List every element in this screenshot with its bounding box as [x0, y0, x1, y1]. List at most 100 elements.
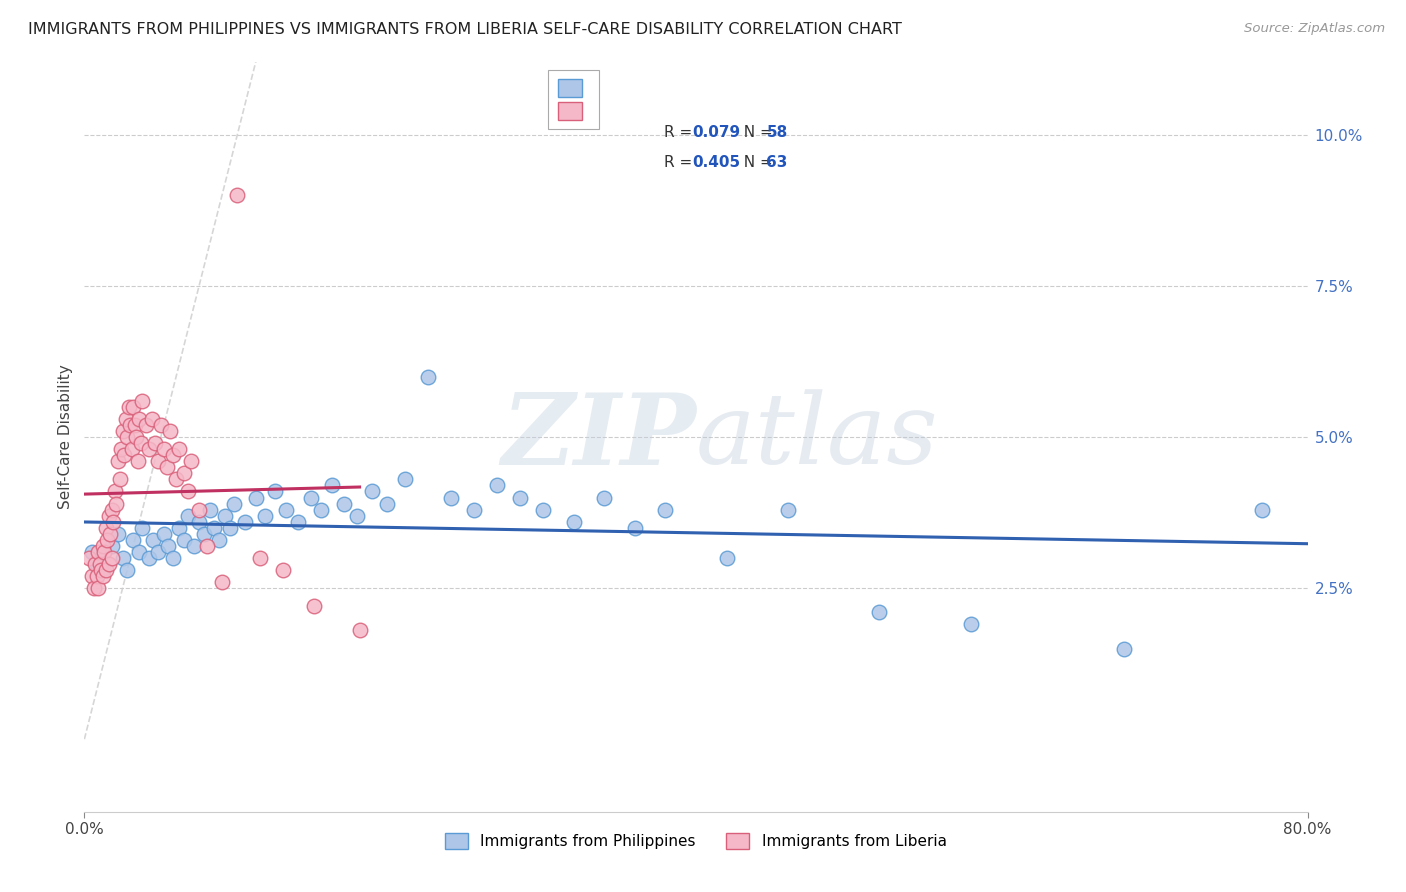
Point — [198, 502, 221, 516]
Point — [138, 550, 160, 565]
Point — [105, 497, 128, 511]
Point — [375, 497, 398, 511]
Point — [463, 502, 485, 516]
Text: IMMIGRANTS FROM PHILIPPINES VS IMMIGRANTS FROM LIBERIA SELF-CARE DISABILITY CORR: IMMIGRANTS FROM PHILIPPINES VS IMMIGRANT… — [28, 22, 903, 37]
Text: R =: R = — [664, 155, 697, 170]
Point — [146, 454, 169, 468]
Point — [103, 515, 125, 529]
Point — [208, 533, 231, 547]
Point — [162, 448, 184, 462]
Point — [349, 624, 371, 638]
Point — [183, 539, 205, 553]
Point — [97, 508, 120, 523]
Point — [253, 508, 276, 523]
Point — [128, 545, 150, 559]
Point — [167, 521, 190, 535]
Point — [86, 557, 108, 571]
Point — [226, 188, 249, 202]
Point — [87, 581, 110, 595]
Point — [346, 508, 368, 523]
Text: N =: N = — [734, 155, 778, 170]
Point — [120, 417, 142, 432]
Text: 0.079: 0.079 — [692, 126, 740, 140]
Point — [159, 424, 181, 438]
Point — [112, 448, 135, 462]
Point — [90, 563, 112, 577]
Point — [211, 575, 233, 590]
Point — [84, 557, 107, 571]
Point — [101, 502, 124, 516]
Point — [89, 557, 111, 571]
Point — [110, 442, 132, 457]
Text: 63: 63 — [766, 155, 787, 170]
Point — [94, 521, 117, 535]
Point — [333, 497, 356, 511]
Point — [287, 515, 309, 529]
Point — [156, 460, 179, 475]
Point — [98, 526, 121, 541]
Point — [177, 508, 200, 523]
Point — [195, 539, 218, 553]
Point — [302, 599, 325, 614]
Point — [91, 569, 114, 583]
Point — [122, 400, 145, 414]
Point — [153, 526, 176, 541]
Point — [188, 502, 211, 516]
Point — [418, 369, 440, 384]
Text: 0.405: 0.405 — [692, 155, 740, 170]
Point — [149, 417, 172, 432]
Point — [97, 557, 120, 571]
Y-axis label: Self-Care Disability: Self-Care Disability — [58, 365, 73, 509]
Text: N =: N = — [734, 126, 778, 140]
Point — [311, 502, 333, 516]
Point — [122, 533, 145, 547]
Point — [249, 550, 271, 565]
Point — [202, 521, 225, 535]
Point — [101, 550, 124, 565]
Point — [188, 515, 211, 529]
Point — [162, 550, 184, 565]
Point — [115, 430, 138, 444]
Point — [108, 472, 131, 486]
Point — [486, 478, 509, 492]
Point — [299, 491, 322, 505]
Point — [96, 533, 118, 547]
Point — [131, 521, 153, 535]
Point — [157, 539, 180, 553]
Point — [125, 430, 148, 444]
Point — [118, 400, 141, 414]
Point — [127, 454, 149, 468]
Point — [124, 417, 146, 432]
Point — [104, 484, 127, 499]
Point — [143, 436, 166, 450]
Point — [173, 467, 195, 481]
Point — [129, 436, 152, 450]
Point — [131, 393, 153, 408]
Point — [173, 533, 195, 547]
Point — [321, 478, 343, 492]
Point — [77, 550, 100, 565]
Point — [960, 617, 983, 632]
Point — [107, 526, 129, 541]
Point — [264, 484, 287, 499]
Point — [394, 472, 416, 486]
Point — [142, 533, 165, 547]
Point — [91, 563, 114, 577]
Point — [135, 417, 157, 432]
Point — [86, 569, 108, 583]
Point — [1114, 641, 1136, 656]
Point — [153, 442, 176, 457]
Point — [80, 545, 103, 559]
Point — [94, 563, 117, 577]
Point — [654, 502, 676, 516]
Point — [562, 515, 585, 529]
Point — [214, 508, 236, 523]
Point — [509, 491, 531, 505]
Point — [114, 412, 136, 426]
Point — [440, 491, 463, 505]
Text: Source: ZipAtlas.com: Source: ZipAtlas.com — [1244, 22, 1385, 36]
Point — [218, 521, 240, 535]
Point — [167, 442, 190, 457]
Point — [233, 515, 256, 529]
Point — [141, 412, 163, 426]
